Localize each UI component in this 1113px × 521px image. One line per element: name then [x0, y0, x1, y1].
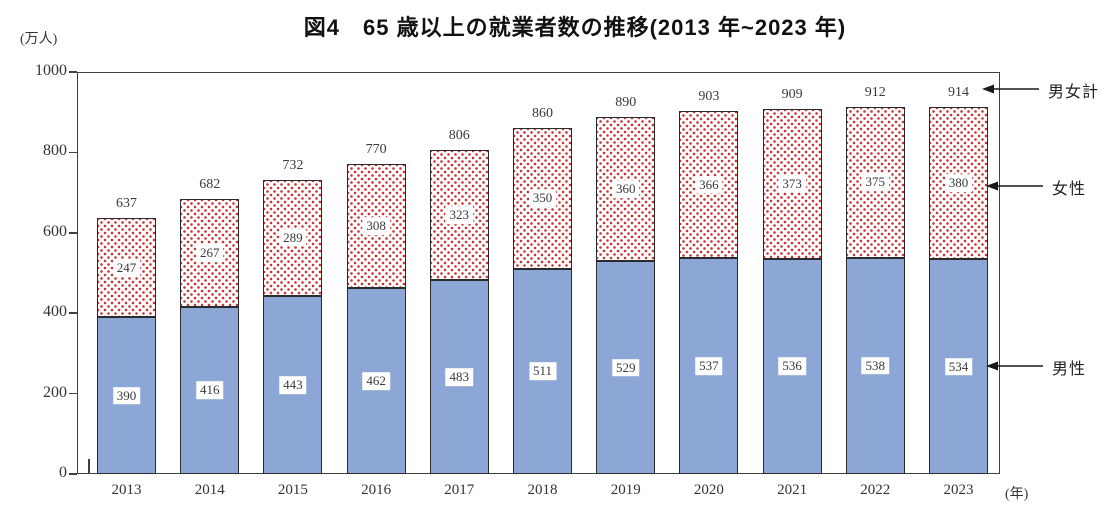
female-label-2020: 366	[695, 175, 723, 194]
y-axis-tick	[69, 232, 77, 234]
male-label-2021: 536	[778, 357, 806, 376]
total-label-2016: 770	[365, 142, 387, 158]
male-label-2014: 416	[195, 381, 224, 400]
x-axis-label-2019: 2019	[610, 482, 641, 498]
total-label-2018: 860	[532, 105, 553, 121]
x-axis-label-2021: 2021	[777, 482, 808, 498]
x-axis-tick	[88, 459, 90, 474]
male-label-2022: 538	[861, 357, 890, 375]
y-axis-tick	[69, 312, 77, 314]
y-axis-tick-label: 600	[43, 222, 67, 240]
x-axis-label-2022: 2022	[860, 482, 891, 498]
male-label-2015: 443	[279, 376, 307, 394]
male-label-2016: 462	[362, 372, 390, 390]
male-label-2017: 483	[445, 368, 474, 386]
total-label-2017: 806	[448, 127, 470, 143]
x-axis-label-2020: 2020	[693, 482, 724, 498]
legend-label-male: 男性	[1052, 361, 1087, 378]
bar-segment-female-2023	[929, 106, 988, 260]
total-label-2015: 732	[282, 157, 304, 173]
female-label-2021: 373	[778, 174, 806, 193]
female-label-2017: 323	[445, 206, 474, 224]
female-label-2023: 380	[944, 174, 973, 192]
total-label-2021: 909	[781, 86, 803, 102]
y-axis-tick	[69, 473, 77, 475]
total-label-2023: 914	[948, 84, 969, 100]
legend-arrow-female	[986, 179, 1044, 191]
x-axis-label-2017: 2017	[444, 482, 475, 498]
total-label-2022: 912	[864, 84, 886, 100]
female-label-2019: 360	[611, 180, 640, 198]
female-label-2015: 289	[279, 229, 307, 247]
y-axis-tick	[69, 71, 77, 73]
legend-arrow-male	[986, 359, 1044, 371]
y-axis-tick	[69, 151, 77, 154]
legend-label-female: 女性	[1052, 181, 1087, 198]
total-label-2019: 890	[615, 94, 637, 110]
x-axis-label-2013: 2013	[111, 482, 142, 498]
total-label-2020: 903	[698, 88, 720, 104]
x-axis-label-2015: 2015	[277, 482, 308, 498]
chart-title: 図4 65 歳以上の就業者数の推移(2013 年~2023 年)	[303, 15, 847, 40]
female-label-2013: 247	[112, 258, 141, 277]
legend-arrow-total	[982, 82, 1040, 94]
male-label-2018: 511	[528, 362, 557, 381]
y-axis-tick-label: 0	[59, 464, 67, 481]
y-axis-tick-label: 400	[43, 303, 67, 321]
y-axis-tick-label: 200	[43, 383, 67, 401]
y-axis-tick-label: 1000	[35, 62, 67, 79]
bar-segment-female-2016	[346, 164, 406, 289]
x-axis-label-2014: 2014	[194, 482, 225, 498]
y-axis-tick-label: 800	[43, 142, 67, 160]
legend-label-total: 男女計	[1048, 84, 1100, 101]
total-label-2014: 682	[199, 177, 221, 193]
total-label-2013: 637	[116, 195, 137, 211]
x-axis-label-2023: 2023	[943, 482, 974, 498]
female-label-2022: 375	[861, 173, 890, 192]
x-axis-label-2018: 2018	[527, 482, 558, 498]
x-axis-label-2016: 2016	[361, 482, 392, 498]
female-label-2014: 267	[195, 244, 224, 262]
x-axis-unit-label: (年)	[1005, 487, 1029, 502]
male-label-2019: 529	[611, 358, 640, 377]
male-label-2020: 537	[695, 357, 723, 375]
y-axis-unit-label: (万人)	[20, 32, 58, 47]
male-label-2023: 534	[944, 357, 973, 376]
female-label-2018: 350	[528, 189, 557, 208]
y-axis-tick	[69, 392, 77, 395]
male-label-2013: 390	[112, 386, 141, 405]
female-label-2016: 308	[362, 217, 390, 236]
